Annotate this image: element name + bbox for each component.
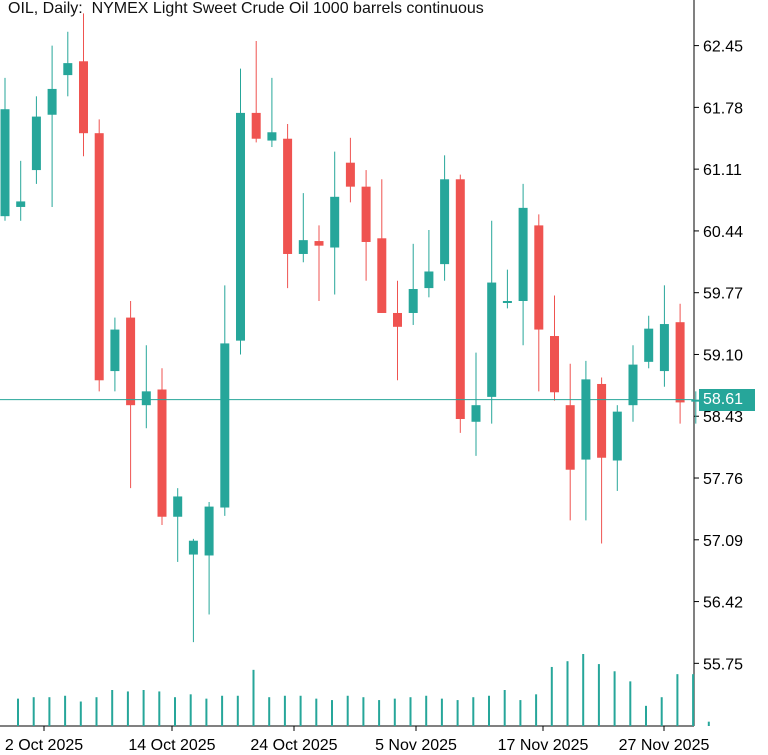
candle-body	[361, 186, 371, 242]
candle-body	[581, 379, 591, 460]
x-tick-label: 17 Nov 2025	[498, 737, 589, 750]
candle-body	[612, 411, 622, 461]
candle-body	[267, 132, 277, 141]
candle-body	[487, 282, 497, 397]
y-tick-label: 58.43	[703, 409, 743, 426]
candle-body	[110, 329, 120, 372]
candle-body	[94, 133, 104, 381]
y-tick-label: 61.11	[703, 162, 742, 179]
candle-body	[408, 289, 418, 313]
candle-body	[63, 63, 73, 76]
y-tick-label: 59.10	[703, 347, 743, 364]
y-tick-label: 57.76	[703, 471, 743, 488]
chart-title: OIL, Daily: NYMEX Light Sweet Crude Oil …	[8, 0, 484, 17]
x-tick-label: 5 Nov 2025	[375, 737, 457, 750]
candle-body	[283, 138, 293, 254]
y-tick-label: 62.45	[703, 39, 743, 56]
candle-body	[597, 383, 607, 458]
candle-body	[47, 88, 57, 115]
candle-body	[141, 391, 151, 406]
candle-body	[251, 112, 261, 139]
y-tick-label: 61.78	[703, 100, 743, 117]
candle-body	[204, 506, 214, 556]
candle-body	[126, 317, 136, 406]
candle-body	[79, 61, 88, 134]
x-tick-label: 14 Oct 2025	[128, 737, 215, 750]
y-tick-label: 59.77	[703, 286, 743, 303]
candle-body	[628, 364, 638, 406]
candle-body	[565, 405, 575, 470]
candle-body	[518, 207, 528, 301]
candle-body	[393, 312, 402, 327]
candle-body	[644, 328, 654, 362]
x-tick-label: 27 Nov 2025	[619, 737, 710, 750]
last-price-tag: 58.61	[699, 388, 755, 411]
candle-body	[659, 324, 669, 372]
candle-body	[502, 300, 512, 303]
candle-body	[330, 196, 340, 248]
candle-body	[691, 399, 701, 402]
candle-body	[534, 225, 544, 330]
candle-body	[455, 179, 465, 420]
candle-body	[424, 271, 434, 289]
candle-body	[188, 540, 198, 555]
candle-body	[0, 109, 10, 217]
candle-body	[471, 405, 481, 422]
candle-body	[550, 336, 559, 393]
y-tick-label: 57.09	[703, 533, 743, 550]
candle-body	[31, 116, 41, 171]
candle-body	[173, 496, 183, 517]
x-tick-label: 2 Oct 2025	[5, 737, 83, 750]
candle-body	[440, 179, 450, 265]
candle-body	[675, 322, 685, 403]
candle-body	[377, 238, 387, 313]
x-tick-label: 24 Oct 2025	[250, 737, 337, 750]
y-tick-label: 55.75	[703, 656, 743, 673]
candle-body	[157, 389, 167, 517]
candle-body	[314, 241, 324, 246]
candle-body	[220, 343, 230, 508]
candle-body	[298, 240, 308, 254]
candle-body	[16, 201, 26, 207]
candle-body	[345, 162, 355, 187]
y-tick-label: 56.42	[703, 595, 743, 612]
candle-body	[236, 112, 245, 341]
y-tick-label: 60.44	[703, 224, 743, 241]
